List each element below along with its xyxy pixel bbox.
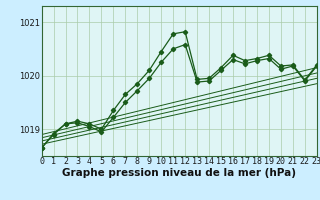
X-axis label: Graphe pression niveau de la mer (hPa): Graphe pression niveau de la mer (hPa) bbox=[62, 168, 296, 178]
